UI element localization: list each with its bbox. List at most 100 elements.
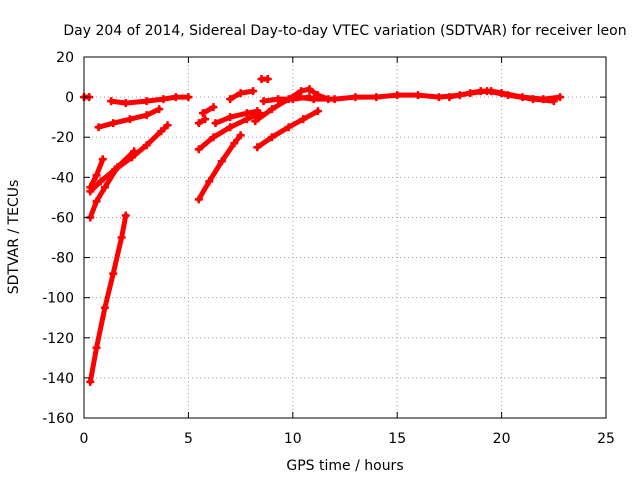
data-point [86, 377, 95, 386]
data-point [163, 121, 172, 130]
data-point [117, 233, 126, 242]
data-point [434, 93, 443, 102]
data-point [236, 131, 245, 140]
data-point [253, 107, 262, 116]
data-point [251, 117, 260, 126]
data-point [92, 343, 101, 352]
data-point [351, 93, 360, 102]
data-point [142, 97, 151, 106]
data-point [194, 195, 203, 204]
data-point [414, 91, 423, 100]
data-point [226, 113, 235, 122]
data-point [94, 123, 103, 132]
data-point [100, 303, 109, 312]
y-tick-label: -80 [51, 251, 74, 267]
data-point [284, 123, 293, 132]
x-tick-label: 20 [493, 431, 511, 447]
data-point [159, 95, 168, 104]
data-point [556, 93, 565, 102]
data-point [100, 183, 109, 192]
data-point [503, 91, 512, 100]
data-point [297, 87, 306, 96]
data-series-group [80, 75, 565, 386]
y-tick-label: 20 [56, 50, 74, 66]
data-point [309, 95, 318, 104]
data-point [267, 105, 276, 114]
data-point [92, 171, 101, 180]
data-point [528, 95, 537, 104]
data-point [201, 115, 210, 124]
data-point [107, 97, 116, 106]
data-point [199, 109, 208, 118]
x-tick-label: 0 [80, 431, 89, 447]
data-point [330, 95, 339, 104]
y-tick-label: -140 [42, 371, 74, 387]
x-tick-label: 25 [597, 431, 615, 447]
y-tick-label: -60 [51, 210, 74, 226]
data-point [96, 177, 105, 186]
y-axis: 20 0 -20 -40 -60 -80 -100 -120 -140 -160 [42, 50, 606, 427]
data-point [171, 93, 180, 102]
data-point [209, 103, 218, 112]
data-point [109, 119, 118, 128]
data-point [372, 93, 381, 102]
data-point [226, 123, 235, 132]
data-point [142, 141, 151, 150]
data-point [549, 97, 558, 106]
y-tick-label: -20 [51, 130, 74, 146]
data-point [253, 143, 262, 152]
data-point [249, 87, 258, 96]
x-tick-label: 5 [184, 431, 193, 447]
data-point [142, 111, 151, 120]
y-axis-label: SDTVAR / TECUs [6, 180, 22, 295]
data-point [194, 119, 203, 128]
data-point [86, 183, 95, 192]
data-point [194, 145, 203, 154]
data-point [121, 99, 130, 108]
data-point [184, 93, 193, 102]
y-tick-label: -40 [51, 170, 74, 186]
data-point [288, 95, 297, 104]
data-point [305, 85, 314, 94]
x-axis-label: GPS time / hours [286, 458, 403, 474]
y-tick-label: -160 [42, 411, 74, 427]
data-point [217, 157, 226, 166]
data-point [230, 139, 239, 148]
data-point [128, 153, 137, 162]
data-point [267, 133, 276, 142]
data-point [393, 91, 402, 100]
series-track [213, 108, 260, 126]
data-point [125, 115, 134, 124]
data-point [98, 155, 107, 164]
y-tick-label: 0 [65, 90, 74, 106]
grid [84, 57, 606, 418]
data-point [111, 165, 120, 174]
data-point [205, 177, 214, 186]
data-point [445, 93, 454, 102]
data-point [121, 211, 130, 220]
data-point [209, 133, 218, 142]
data-point [274, 95, 283, 104]
data-point [157, 127, 166, 136]
data-point [259, 97, 268, 106]
data-point [92, 197, 101, 206]
x-tick-label: 15 [388, 431, 406, 447]
data-point [313, 107, 322, 116]
data-point [211, 119, 220, 128]
data-point [263, 75, 272, 84]
data-point [109, 269, 118, 278]
data-point [155, 105, 164, 114]
data-point [226, 95, 235, 104]
chart-title: Day 204 of 2014, Sidereal Day-to-day VTE… [63, 23, 626, 39]
data-point [292, 93, 301, 102]
data-point [482, 87, 491, 96]
y-tick-label: -120 [42, 331, 74, 347]
x-axis: 0 5 10 15 20 25 [80, 57, 615, 447]
plot-frame [83, 56, 607, 419]
data-point [299, 115, 308, 124]
data-point [236, 89, 245, 98]
y-tick-label: -100 [42, 291, 74, 307]
x-tick-label: 10 [284, 431, 302, 447]
data-point [242, 109, 251, 118]
